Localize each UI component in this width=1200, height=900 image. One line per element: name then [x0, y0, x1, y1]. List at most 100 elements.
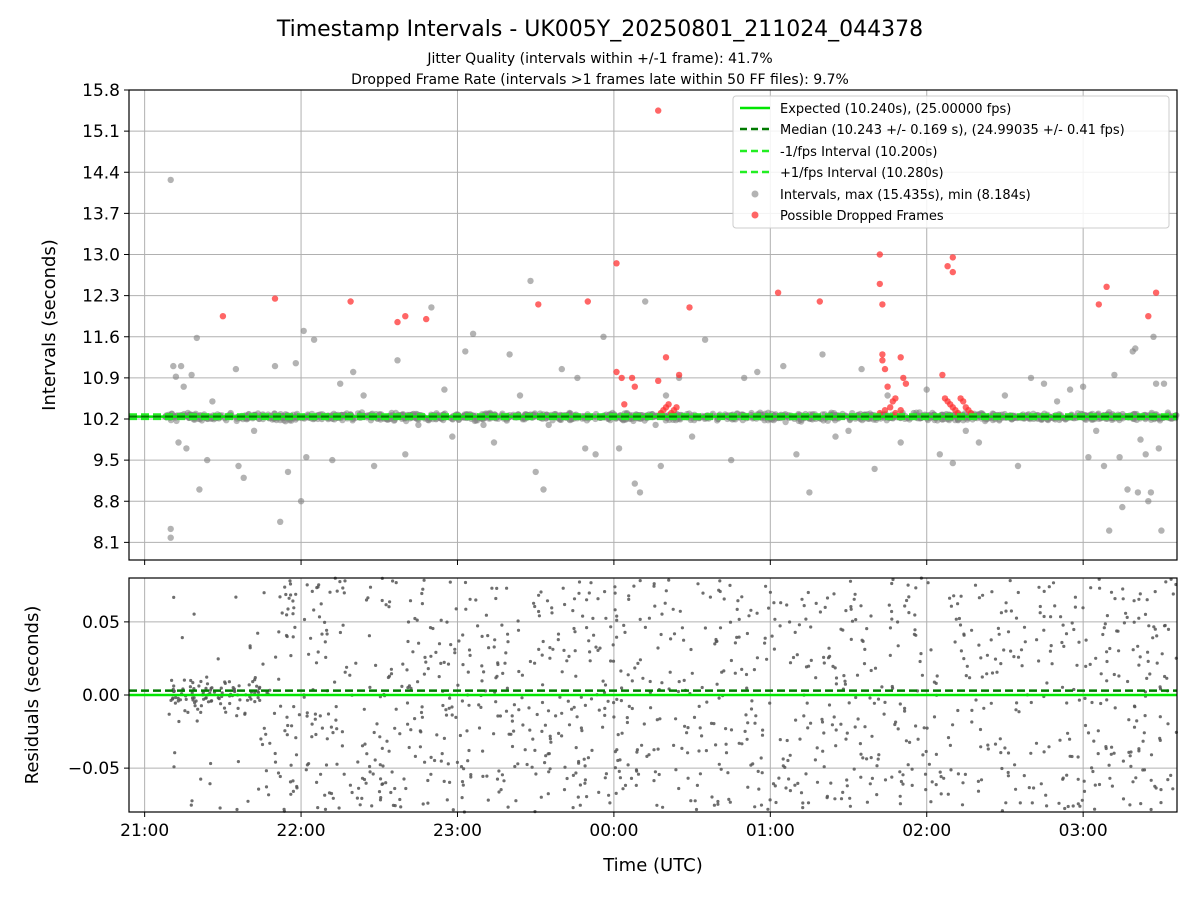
residual-point [818, 610, 823, 614]
residual-point [1137, 749, 1141, 753]
residual-point [848, 579, 853, 583]
residual-point [1009, 649, 1013, 653]
residual-point [1083, 723, 1088, 728]
residual-point [389, 790, 393, 795]
residual-point [1110, 745, 1114, 749]
residual-point [1018, 801, 1022, 805]
residual-point [480, 679, 484, 683]
residual-point [848, 796, 852, 800]
residual-point [830, 723, 835, 727]
residual-point [934, 681, 938, 686]
residual-point [1155, 634, 1159, 638]
residual-point [794, 718, 798, 722]
residual-point [272, 711, 277, 716]
residual-point [420, 715, 424, 719]
residual-point [294, 736, 298, 740]
residual-point [925, 726, 929, 730]
intervals-y-tick-label: 11.6 [82, 328, 120, 348]
interval-point [962, 427, 969, 434]
residual-point [331, 731, 335, 735]
residual-point [839, 627, 843, 631]
residual-point [1131, 648, 1135, 652]
residual-point [898, 702, 902, 706]
residual-point [825, 596, 830, 600]
residual-point [1064, 632, 1069, 636]
residual-point [292, 705, 296, 709]
residual-point [360, 796, 364, 801]
residual-point [671, 607, 675, 611]
residual-point [422, 672, 426, 676]
residual-point [949, 768, 953, 772]
residual-point [343, 579, 347, 583]
residual-point [1138, 655, 1142, 659]
residual-point [227, 680, 231, 684]
residual-point [986, 743, 990, 747]
residual-point [876, 697, 881, 701]
residual-point [834, 728, 838, 732]
residual-point [714, 743, 718, 747]
residual-point [1127, 750, 1131, 755]
interval-point [1106, 527, 1113, 534]
residual-point [437, 642, 442, 646]
residual-point [1149, 778, 1153, 782]
residual-point [1006, 774, 1011, 778]
residual-point [405, 701, 410, 705]
residual-point [310, 722, 314, 726]
residual-point [468, 653, 472, 658]
interval-point [204, 456, 211, 464]
residual-point [618, 776, 623, 780]
residual-point [1128, 754, 1132, 758]
residual-point [315, 780, 319, 785]
interval-point [545, 421, 552, 429]
residual-point [934, 783, 938, 787]
residual-point [437, 675, 441, 679]
residual-point [638, 658, 643, 662]
residual-point [368, 585, 373, 589]
residual-point [259, 737, 263, 741]
residual-point [680, 626, 685, 630]
residual-point [778, 738, 782, 742]
residual-point [801, 801, 805, 805]
residual-point [615, 748, 619, 752]
residual-point [326, 712, 331, 716]
residual-point [413, 754, 417, 759]
dropped-frame-point [887, 404, 894, 411]
residual-point [689, 647, 693, 652]
residual-point [956, 602, 960, 606]
residual-point [1037, 659, 1041, 663]
residual-point [409, 686, 413, 690]
residual-point [237, 684, 241, 688]
residual-point [587, 591, 591, 595]
residual-point [386, 675, 390, 680]
residual-point [342, 772, 346, 776]
residual-point [854, 618, 858, 622]
residual-point [494, 676, 498, 680]
residual-point [1012, 655, 1016, 659]
residual-point [360, 744, 365, 748]
residual-point [1061, 623, 1065, 627]
residual-point [672, 743, 676, 748]
residual-point [194, 699, 198, 703]
residual-point [883, 700, 887, 705]
residual-point [1171, 592, 1175, 596]
residual-point [274, 655, 278, 659]
residual-point [668, 670, 672, 674]
interval-point [884, 392, 891, 399]
residual-point [277, 677, 281, 681]
residual-point [499, 788, 503, 792]
residual-point [507, 732, 511, 736]
residual-point [208, 782, 212, 786]
residual-point [1050, 662, 1054, 666]
residual-point [197, 684, 201, 688]
residual-point [565, 776, 569, 781]
interval-point [1116, 454, 1123, 461]
residual-point [657, 772, 661, 777]
dropped-frame-point [892, 395, 899, 402]
residual-point [747, 614, 751, 618]
residual-point [1004, 609, 1008, 613]
residual-point [235, 807, 239, 812]
residual-point [504, 651, 508, 655]
residual-point [399, 805, 403, 809]
residual-point [1016, 590, 1020, 595]
residual-point [649, 706, 653, 710]
